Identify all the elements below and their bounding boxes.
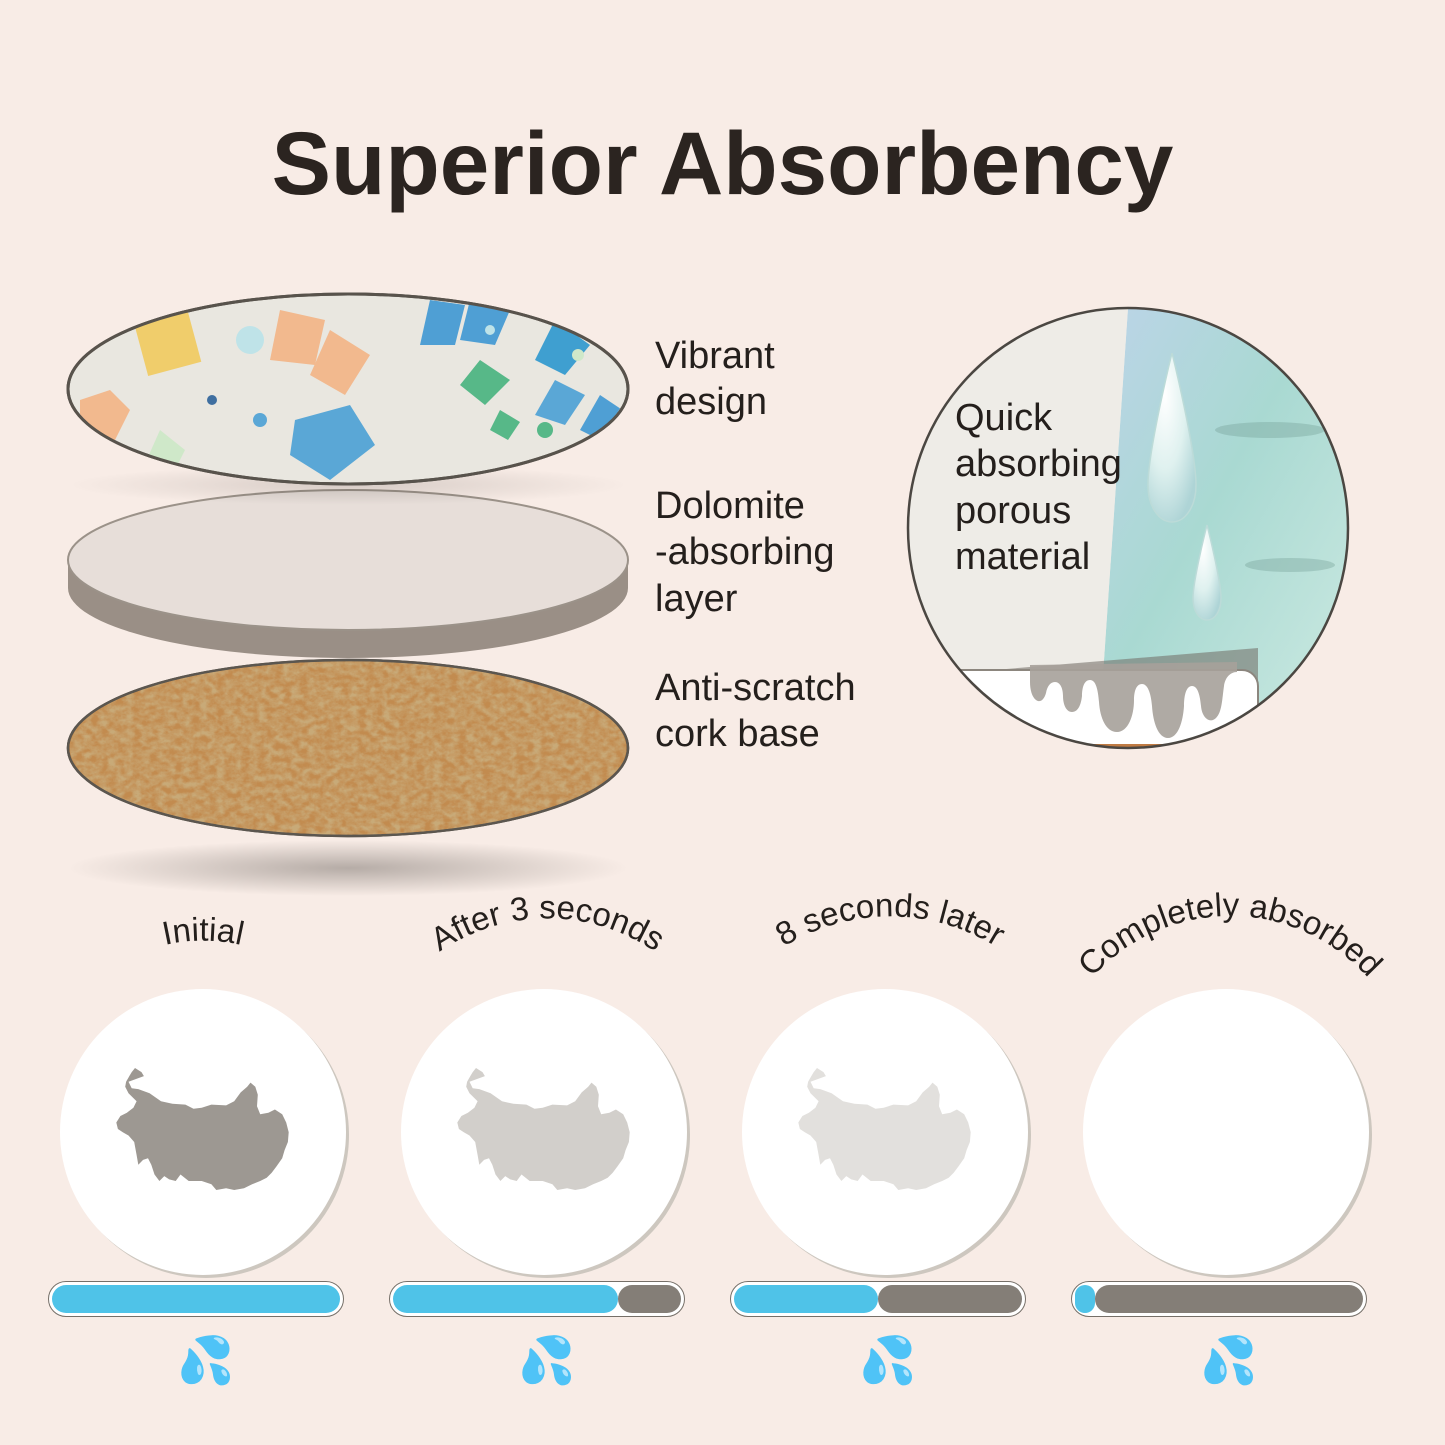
svg-text:Initial: Initial	[159, 911, 248, 952]
svg-text:8 seconds later: 8 seconds later	[769, 886, 1012, 953]
svg-text:After 3 seconds: After 3 seconds	[424, 888, 672, 957]
svg-text:Completely absorbed: Completely absorbed	[1070, 886, 1389, 983]
